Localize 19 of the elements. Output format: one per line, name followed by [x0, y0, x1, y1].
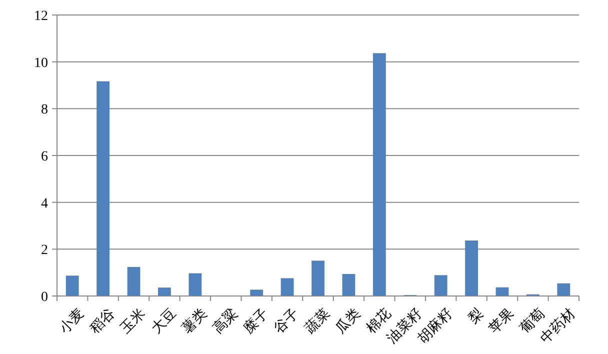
y-tick-label: 10	[34, 56, 48, 71]
x-tick-label: 稻谷	[86, 306, 118, 337]
x-tick-label: 小麦	[56, 306, 88, 337]
x-tick-label: 苹果	[486, 306, 518, 337]
x-tick-label: 高粱	[210, 306, 241, 337]
y-tick-label: 0	[41, 290, 48, 305]
y-tick-label: 8	[41, 102, 48, 118]
x-tick-label: 谷子	[271, 306, 302, 337]
x-tick-label: 大豆	[148, 306, 180, 337]
y-tick-label: 2	[41, 243, 48, 258]
x-tick-label: 糜子	[240, 306, 272, 337]
x-tick-label: 玉米	[118, 306, 149, 337]
x-tick-label: 瓜类	[332, 306, 364, 337]
x-tick-label: 薯类	[179, 306, 210, 337]
x-tick-label: 梨	[465, 306, 487, 327]
x-tick-label: 蔬菜	[302, 306, 334, 337]
y-tick-label: 12	[34, 9, 48, 24]
y-tick-label: 6	[41, 150, 48, 164]
y-tick-label: 4	[41, 196, 48, 212]
